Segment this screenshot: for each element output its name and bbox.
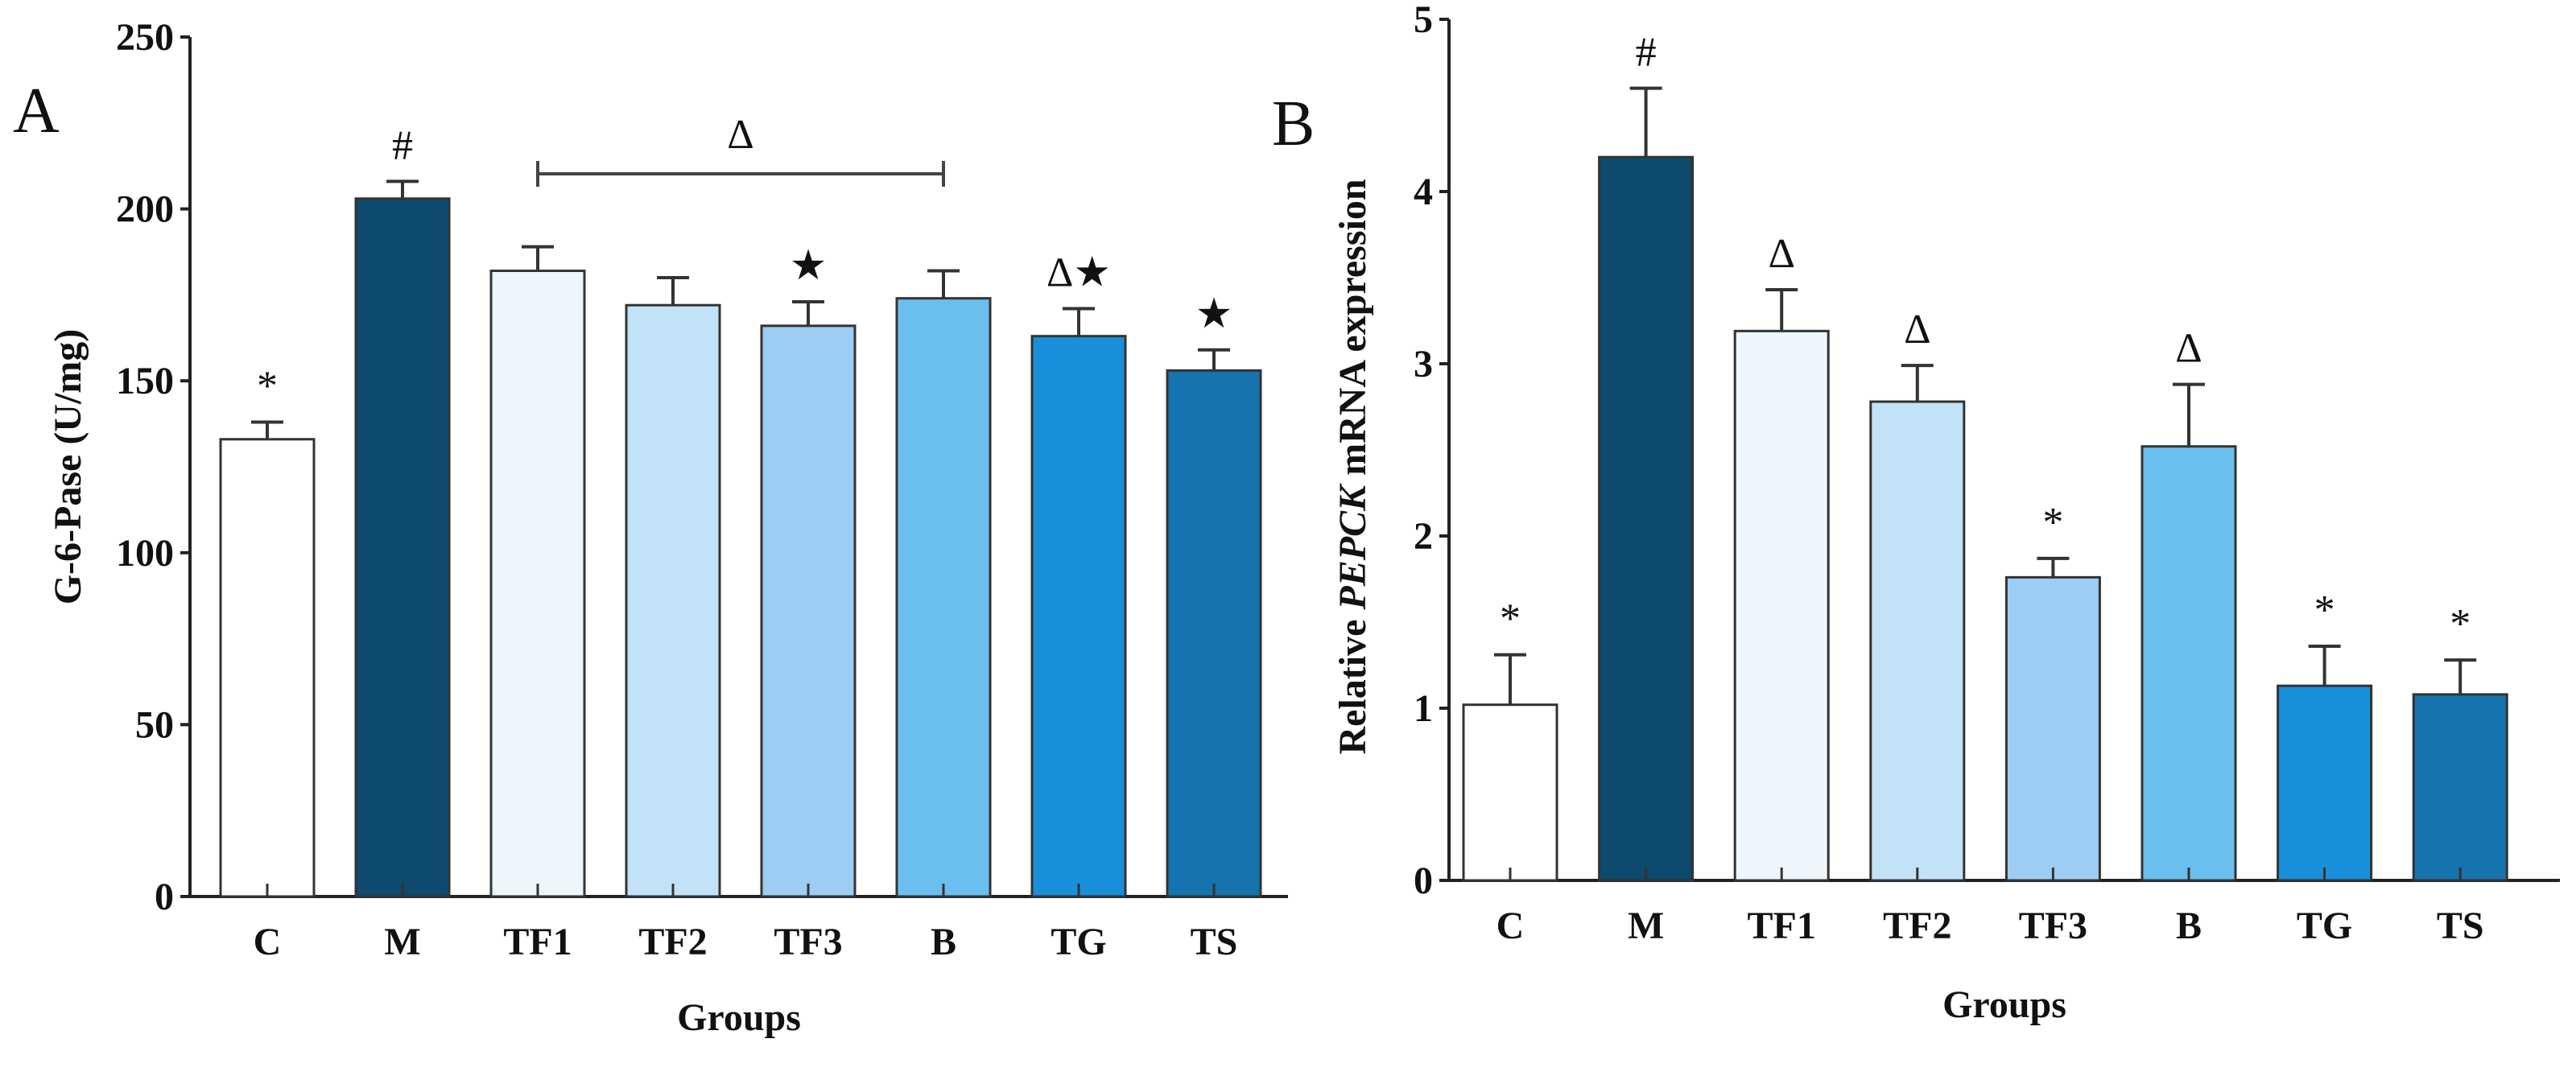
bar-tg — [1030, 335, 1127, 898]
y-tick-label: 200 — [116, 188, 174, 231]
significance-mark: ★ — [790, 243, 828, 289]
x-tick-label: B — [931, 921, 956, 963]
bar-tf3 — [2004, 575, 2101, 882]
x-tick-label: TG — [1051, 921, 1106, 963]
significance-mark: * — [2042, 500, 2063, 546]
significance-mark: # — [1636, 30, 1657, 76]
bar-tg — [2277, 684, 2373, 882]
x-tick-label: B — [2176, 905, 2202, 947]
significance-mark: ★ — [1195, 291, 1233, 337]
x-axis-label: Groups — [1942, 983, 2066, 1026]
bar-c — [219, 438, 316, 898]
x-tick-label: TG — [2297, 905, 2352, 947]
y-axis-label: Relative PEPCK mRNA expression — [1331, 179, 1374, 754]
significance-mark: * — [2314, 587, 2335, 633]
x-tick-label: TF3 — [774, 921, 842, 963]
y-tick-label: 5 — [1414, 0, 1433, 41]
bar-c — [1462, 703, 1558, 882]
x-tick-label: M — [384, 921, 420, 963]
panel-label: B — [1272, 89, 1315, 159]
panel-b: B 0 1 2 3 4 5 C * M # TF1 Δ TF2 Δ TF3 * B Δ TG * TS * Groups Rel… — [1272, 0, 2560, 1026]
x-tick-label: TF1 — [1748, 905, 1816, 947]
bar-tf3 — [760, 324, 857, 898]
significance-mark: Δ★ — [1046, 249, 1111, 295]
y-tick-label: 0 — [155, 876, 174, 918]
y-axis-label-part: PEPCK — [1331, 483, 1374, 611]
x-tick-label: TF1 — [503, 921, 572, 963]
y-tick-label: 250 — [116, 16, 174, 59]
y-axis-label-part: mRNA expression — [1331, 179, 1374, 484]
panel-label: A — [13, 76, 60, 146]
x-tick-label: C — [254, 921, 282, 963]
bar-ts — [2412, 693, 2508, 882]
significance-mark: Δ — [1768, 231, 1794, 277]
x-tick-label: TF2 — [638, 921, 707, 963]
significance-mark: * — [257, 363, 278, 409]
y-tick-label: 150 — [116, 360, 174, 402]
significance-mark: * — [2450, 601, 2471, 647]
y-tick-label: 3 — [1414, 343, 1433, 385]
bar-tf2 — [625, 303, 721, 898]
y-tick-label: 1 — [1414, 687, 1433, 730]
x-axis-label: Groups — [677, 996, 801, 1039]
x-tick-label: M — [1628, 905, 1664, 947]
x-tick-label: TS — [1191, 921, 1238, 963]
y-tick-label: 4 — [1414, 171, 1433, 213]
bar-ts — [1166, 369, 1262, 898]
x-tick-label: TF2 — [1883, 905, 1951, 947]
significance-mark: # — [392, 122, 413, 168]
y-tick-label: 0 — [1414, 859, 1433, 902]
y-axis-label-part: Relative — [1331, 610, 1374, 755]
x-tick-label: TS — [2437, 905, 2484, 947]
x-tick-label: TF3 — [2019, 905, 2087, 947]
bar-tf1 — [1733, 329, 1830, 882]
bar-tf1 — [489, 269, 586, 898]
significance-mark: Δ — [2175, 326, 2202, 372]
bar-m — [1598, 155, 1695, 882]
bar-tf2 — [1869, 400, 1966, 882]
y-tick-label: 100 — [116, 532, 174, 575]
panel-a: A 0 50 100 150 200 250 C * M # TF1 TF2 TF3 ★ B TG Δ★ TS ★ Δ G… — [13, 16, 1288, 1039]
bar-b — [895, 297, 992, 898]
significance-mark: * — [1500, 596, 1521, 642]
significance-mark: Δ — [1904, 307, 1930, 352]
bar-m — [354, 197, 451, 898]
y-axis-label: G-6-Pase (U/mg) — [47, 329, 89, 605]
y-tick-label: 2 — [1414, 515, 1433, 558]
y-tick-label: 50 — [135, 703, 174, 746]
bracket-label: Δ — [727, 112, 753, 158]
x-tick-label: C — [1496, 905, 1525, 947]
bar-b — [2140, 445, 2237, 882]
